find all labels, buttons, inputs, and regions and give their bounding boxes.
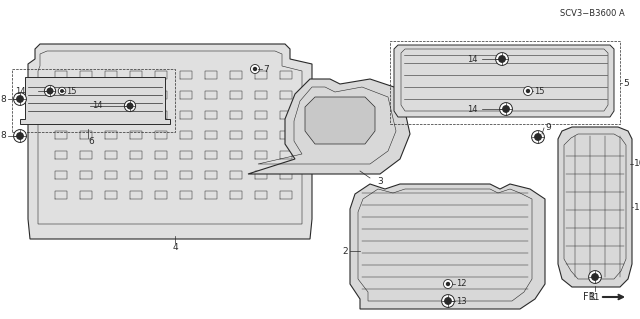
Text: 10: 10: [634, 160, 640, 168]
Text: 14: 14: [467, 55, 478, 63]
Text: 12: 12: [456, 279, 467, 288]
Circle shape: [13, 93, 26, 105]
Text: 1: 1: [634, 203, 640, 211]
Circle shape: [500, 103, 513, 115]
Text: 14: 14: [15, 86, 26, 95]
Circle shape: [524, 86, 532, 95]
Polygon shape: [394, 45, 614, 117]
Circle shape: [527, 90, 529, 93]
Polygon shape: [248, 79, 410, 174]
Text: 4: 4: [172, 242, 178, 251]
Circle shape: [535, 134, 541, 140]
Circle shape: [532, 130, 545, 144]
Circle shape: [495, 53, 508, 65]
Circle shape: [503, 106, 509, 112]
Circle shape: [124, 100, 136, 112]
Circle shape: [253, 68, 257, 70]
Circle shape: [127, 103, 133, 109]
Text: 13: 13: [456, 296, 467, 306]
Text: 14: 14: [92, 101, 102, 110]
Circle shape: [13, 130, 26, 142]
Circle shape: [47, 88, 53, 94]
Circle shape: [17, 133, 23, 139]
Text: 6: 6: [88, 137, 93, 145]
Text: 14: 14: [467, 105, 478, 114]
Circle shape: [445, 298, 451, 304]
Circle shape: [447, 283, 449, 286]
Text: 2: 2: [342, 247, 348, 256]
Text: SCV3−B3600 A: SCV3−B3600 A: [560, 10, 625, 19]
Text: 8: 8: [0, 131, 6, 140]
Polygon shape: [28, 44, 312, 239]
Circle shape: [17, 96, 23, 102]
Polygon shape: [350, 184, 545, 309]
Polygon shape: [558, 127, 632, 287]
Text: 8: 8: [0, 94, 6, 103]
Circle shape: [589, 271, 602, 283]
Text: 9: 9: [545, 122, 551, 131]
Circle shape: [442, 295, 454, 308]
Circle shape: [44, 85, 56, 97]
Text: 15: 15: [66, 86, 77, 95]
Circle shape: [592, 274, 598, 280]
Text: 5: 5: [623, 78, 628, 87]
Polygon shape: [305, 97, 375, 144]
Polygon shape: [20, 77, 170, 124]
Text: 7: 7: [263, 64, 269, 73]
Circle shape: [61, 90, 63, 92]
Circle shape: [499, 56, 505, 62]
Circle shape: [444, 279, 452, 288]
Circle shape: [250, 64, 259, 73]
Circle shape: [58, 87, 66, 95]
Text: 15: 15: [534, 86, 545, 95]
Text: FR.: FR.: [583, 292, 598, 302]
Text: 11: 11: [589, 293, 601, 301]
Text: 3: 3: [377, 176, 383, 186]
